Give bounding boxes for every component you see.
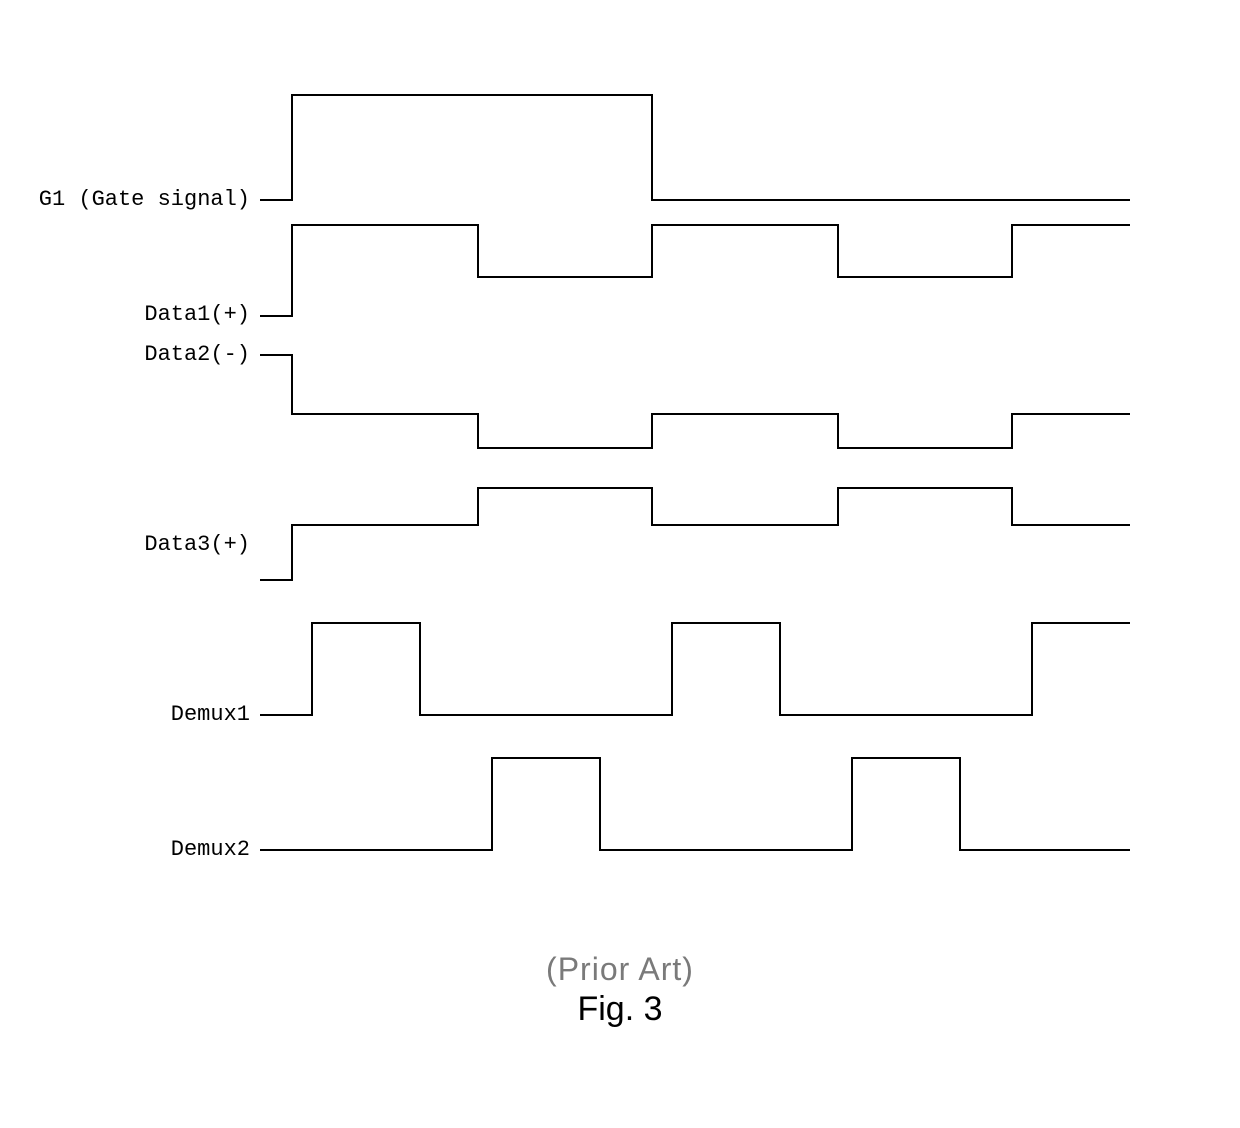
timing-diagram: G1 (Gate signal) Data1(+) Data2(-) Data3(+)… [0,0,1240,1128]
waveform-data3 [260,488,1130,580]
signal-label-demux1: Demux1 [171,702,250,727]
waveform-data2 [260,355,1130,448]
waveform-data1 [260,225,1130,316]
signal-label-g1: G1 (Gate signal) [39,187,250,212]
waveform-g1 [260,95,1130,200]
figure-container: { "figure": { "width": 1240, "height": 1… [0,0,1240,1128]
signal-label-data2: Data2(-) [144,342,250,367]
caption-figure-number: Fig. 3 [577,990,662,1028]
signal-label-data1: Data1(+) [144,302,250,327]
labels-group: G1 (Gate signal) Data1(+) Data2(-) Data3(+)… [39,187,250,862]
signal-label-data3: Data3(+) [144,532,250,557]
signal-label-demux2: Demux2 [171,837,250,862]
caption-prior-art: (Prior Art) [546,951,694,987]
waveform-demux1 [260,623,1130,715]
waveform-demux2 [260,758,1130,850]
waveforms-group [260,95,1130,850]
